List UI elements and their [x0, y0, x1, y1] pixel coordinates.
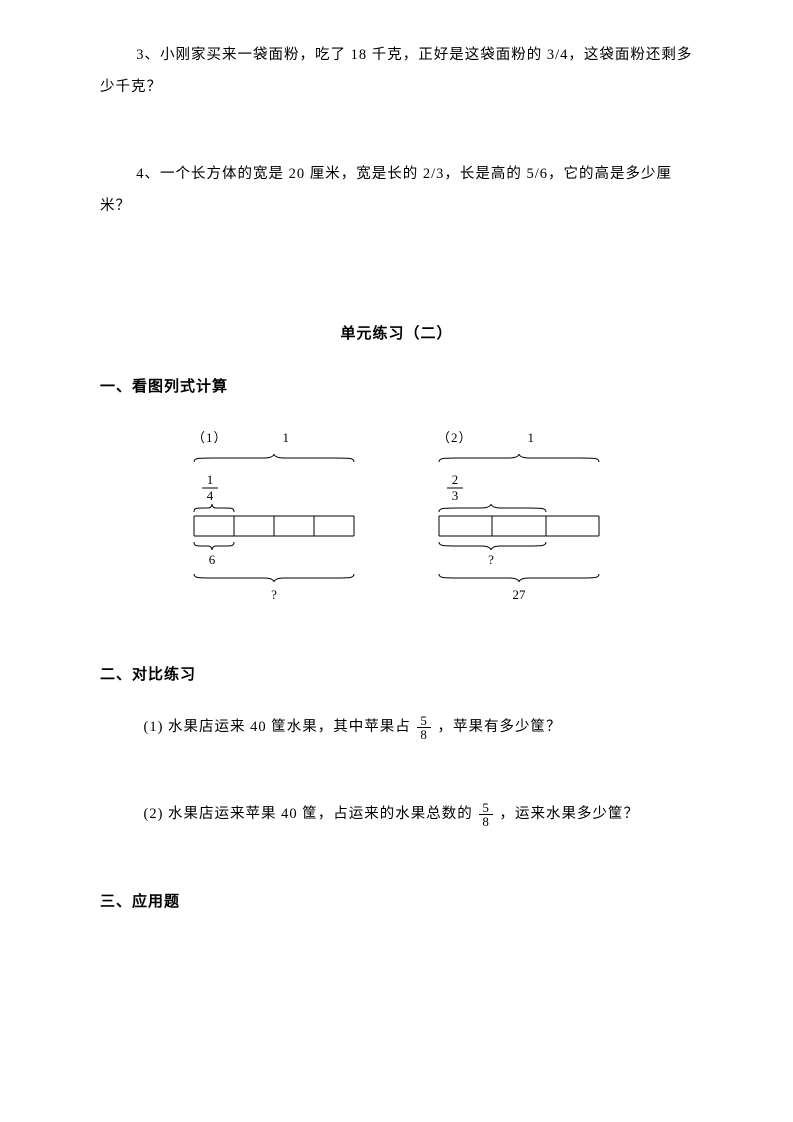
diagram-1-whole: 1	[283, 424, 291, 453]
diagram-2-label: （2） 1	[437, 424, 619, 453]
d1-frac-num: 1	[207, 472, 214, 487]
d2-frac-den: 3	[452, 488, 459, 503]
diagram-2-svg: 2 3 ? 27	[419, 454, 619, 609]
q2-frac-num: 5	[479, 801, 493, 816]
d2-part-val: ?	[488, 552, 494, 567]
d1-frac-den: 4	[207, 488, 214, 503]
diagram-1-svg: 1 4 6 ?	[174, 454, 374, 609]
section-1-heading: 一、看图列式计算	[100, 371, 693, 404]
q1-frac-num: 5	[417, 714, 431, 729]
diagram-2-num: （2）	[437, 424, 473, 453]
problem-3: 3、小刚家买来一袋面粉，吃了 18 千克，正好是这袋面粉的 3/4，这袋面粉还剩…	[100, 40, 693, 104]
q2-post: ，运来水果多少筐？	[500, 806, 640, 822]
section-2-q1: (1) 水果店运来 40 筐水果，其中苹果占 5 8 ，苹果有多少筐？	[144, 712, 694, 744]
d1-part-val: 6	[209, 552, 216, 567]
section-3-heading: 三、应用题	[100, 886, 693, 919]
diagram-1-label: （1） 1	[192, 424, 374, 453]
q2-fraction: 5 8	[479, 801, 493, 829]
q1-pre: (1) 水果店运来 40 筐水果，其中苹果占	[144, 719, 411, 735]
section-2-q2: (2) 水果店运来苹果 40 筐，占运来的水果总数的 5 8 ，运来水果多少筐？	[144, 799, 694, 831]
q2-frac-den: 8	[479, 815, 493, 829]
diagrams-container: （1） 1 1 4 6 ? （2） 1 2	[100, 424, 693, 610]
q1-post: ，苹果有多少筐？	[438, 719, 562, 735]
section-2-heading: 二、对比练习	[100, 659, 693, 692]
d1-total-val: ?	[271, 587, 277, 602]
problem-4: 4、一个长方体的宽是 20 厘米，宽是长的 2/3，长是高的 5/6，它的高是多…	[100, 159, 693, 223]
q2-pre: (2) 水果店运来苹果 40 筐，占运来的水果总数的	[144, 806, 473, 822]
diagram-1: （1） 1 1 4 6 ?	[174, 424, 374, 610]
diagram-2: （2） 1 2 3 ? 27	[419, 424, 619, 610]
diagram-2-whole: 1	[528, 424, 536, 453]
diagram-1-num: （1）	[192, 424, 228, 453]
d2-frac-num: 2	[452, 472, 459, 487]
q1-fraction: 5 8	[417, 714, 431, 742]
d2-total-val: 27	[513, 587, 527, 602]
q1-frac-den: 8	[417, 728, 431, 742]
unit-title: 单元练习（二）	[100, 318, 693, 351]
